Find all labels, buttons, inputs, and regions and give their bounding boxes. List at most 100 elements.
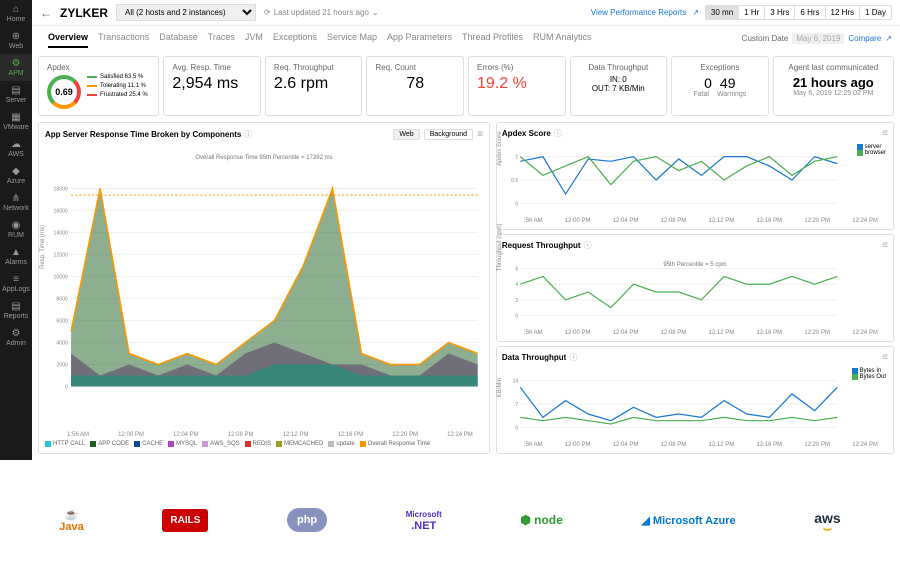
- sidebar-item-azure[interactable]: ◆Azure: [0, 162, 32, 189]
- svg-text:12000: 12000: [53, 253, 68, 259]
- main-chart: App Server Response Time Broken by Compo…: [38, 122, 490, 454]
- card-title: Exceptions: [680, 63, 760, 72]
- menu-icon[interactable]: ≡: [477, 129, 483, 140]
- svg-text:0: 0: [515, 425, 518, 431]
- last-updated: ⟳ Last updated 21 hours ago ⌄: [264, 8, 379, 17]
- svg-text:0: 0: [515, 201, 518, 207]
- java-logo: ☕Java: [59, 508, 83, 533]
- y-label: Apdex Score: [497, 131, 503, 165]
- svg-text:2000: 2000: [56, 363, 68, 369]
- annotation: Overall Response Time 95th Percentile = …: [193, 155, 334, 161]
- request-chart: Request Throughput ⓘ ≡ Throughput (cpm) …: [496, 234, 894, 342]
- back-icon[interactable]: ←: [40, 6, 52, 20]
- dotnet-logo: Microsoft.NET: [406, 508, 442, 532]
- svg-text:0.5: 0.5: [511, 178, 518, 184]
- sidebar-item-web[interactable]: ⊕Web: [0, 27, 32, 54]
- info-icon[interactable]: ⓘ: [584, 240, 592, 251]
- perf-reports-link[interactable]: View Performance Reports: [591, 8, 686, 17]
- apdex-title: Apdex: [47, 63, 81, 72]
- svg-text:4: 4: [515, 282, 518, 288]
- card-value: 78: [375, 75, 455, 93]
- azure-logo: ◢ Microsoft Azure: [641, 514, 735, 527]
- svg-text:6: 6: [515, 267, 518, 273]
- time-range-option[interactable]: 3 Hrs: [765, 6, 795, 19]
- logo-row: ☕Java RAILS php Microsoft.NET ⬢ node ◢ M…: [0, 460, 900, 580]
- data-out: OUT: 7 KB/Min: [579, 84, 659, 93]
- req-count-card: Req. Count 78: [366, 56, 464, 116]
- svg-text:14: 14: [513, 379, 519, 385]
- custom-date[interactable]: Custom Date May 6, 2019 Compare ↗: [742, 33, 892, 44]
- y-label: Throughput (cpm): [497, 223, 503, 271]
- card-sub: May 6, 2019 12:25:02 PM: [782, 90, 885, 97]
- errors-card: Errors (%) 19.2 %: [468, 56, 566, 116]
- node-logo: ⬢ node: [520, 513, 562, 527]
- host-select[interactable]: All (2 hosts and 2 instances): [116, 4, 256, 21]
- tab-jvm[interactable]: JVM: [245, 28, 263, 48]
- background-tab[interactable]: Background: [424, 129, 473, 140]
- sidebar-item-reports[interactable]: ▤Reports: [0, 297, 32, 324]
- web-tab[interactable]: Web: [393, 129, 419, 140]
- card-title: Data Throughput: [579, 63, 659, 72]
- card-title: Errors (%): [477, 63, 557, 72]
- tab-app-parameters[interactable]: App Parameters: [387, 28, 452, 48]
- tabs: Overview Transactions Database Traces JVM Exc…: [40, 28, 742, 48]
- svg-text:0: 0: [65, 385, 68, 391]
- sidebar: ⌂Home⊕Web⚙APM▤Server▦VMware☁AWS◆Azure⋔Ne…: [0, 0, 32, 460]
- apdex-gauge: 0.69: [47, 75, 81, 109]
- sidebar-item-alarms[interactable]: ▲Alarms: [0, 243, 32, 270]
- svg-text:10000: 10000: [53, 275, 68, 281]
- y-label: KB/Min: [497, 378, 503, 397]
- time-range-option[interactable]: 12 Hrs: [826, 6, 861, 19]
- card-title: Agent last communicated: [782, 63, 885, 72]
- sidebar-item-apm[interactable]: ⚙APM: [0, 54, 32, 81]
- sidebar-item-admin[interactable]: ⚙Admin: [0, 324, 32, 351]
- info-icon[interactable]: ⓘ: [554, 128, 562, 139]
- card-title: Avg. Resp. Time: [172, 63, 252, 72]
- sidebar-item-rum[interactable]: ◉RUM: [0, 216, 32, 243]
- svg-text:1: 1: [515, 155, 518, 161]
- external-icon: ↗: [692, 8, 699, 17]
- time-range-option[interactable]: 1 Day: [860, 6, 891, 19]
- sidebar-item-home[interactable]: ⌂Home: [0, 0, 32, 27]
- sidebar-item-applogs[interactable]: ≡AppLogs: [0, 270, 32, 297]
- info-icon[interactable]: ⓘ: [244, 129, 252, 140]
- card-value: 2,954 ms: [172, 75, 252, 93]
- annotation: 95th Percentile = 5 cpm: [661, 262, 728, 268]
- data-in: IN: 0: [579, 75, 659, 84]
- tab-rum-analytics[interactable]: RUM Analytics: [533, 28, 592, 48]
- menu-icon[interactable]: ≡: [882, 128, 888, 139]
- svg-text:18000: 18000: [53, 187, 68, 193]
- resp-time-card: Avg. Resp. Time 2,954 ms: [163, 56, 261, 116]
- apdex-card: Apdex 0.69 Satisfied 63.5 %Tolerating 11…: [38, 56, 159, 116]
- apdex-chart: Apdex Score ⓘ ≡ Apdex Score serverbrowse…: [496, 122, 894, 230]
- data-chart: Data Throughput ⓘ ≡ KB/Min Bytes InBytes…: [496, 346, 894, 454]
- tab-exceptions[interactable]: Exceptions: [273, 28, 317, 48]
- svg-text:2: 2: [515, 298, 518, 304]
- time-range-option[interactable]: 6 Hrs: [795, 6, 825, 19]
- sidebar-item-server[interactable]: ▤Server: [0, 81, 32, 108]
- sidebar-item-aws[interactable]: ☁AWS: [0, 135, 32, 162]
- time-range-option[interactable]: 30 mn: [706, 6, 739, 19]
- card-value: 21 hours ago: [782, 75, 885, 90]
- svg-text:8000: 8000: [56, 297, 68, 303]
- card-value: 19.2 %: [477, 75, 557, 93]
- menu-icon[interactable]: ≡: [882, 352, 888, 363]
- metrics-row: Apdex 0.69 Satisfied 63.5 %Tolerating 11…: [32, 50, 900, 122]
- tab-service-map[interactable]: Service Map: [327, 28, 377, 48]
- chart-title: Request Throughput: [502, 241, 581, 250]
- aws-logo: aws⌣: [814, 510, 840, 530]
- info-icon[interactable]: ⓘ: [569, 352, 577, 363]
- svg-text:14000: 14000: [53, 231, 68, 237]
- time-range-option[interactable]: 1 Hr: [739, 6, 765, 19]
- brand: ZYLKER: [60, 6, 108, 20]
- data-throughput-card: Data Throughput IN: 0 OUT: 7 KB/Min: [570, 56, 668, 116]
- sidebar-item-vmware[interactable]: ▦VMware: [0, 108, 32, 135]
- tab-thread-profiles[interactable]: Thread Profiles: [462, 28, 523, 48]
- agent-card: Agent last communicated 21 hours ago May…: [773, 56, 894, 116]
- tab-transactions[interactable]: Transactions: [98, 28, 149, 48]
- tab-database[interactable]: Database: [159, 28, 198, 48]
- sidebar-item-network[interactable]: ⋔Network: [0, 189, 32, 216]
- tab-traces[interactable]: Traces: [208, 28, 235, 48]
- tab-overview[interactable]: Overview: [48, 28, 88, 48]
- menu-icon[interactable]: ≡: [882, 240, 888, 251]
